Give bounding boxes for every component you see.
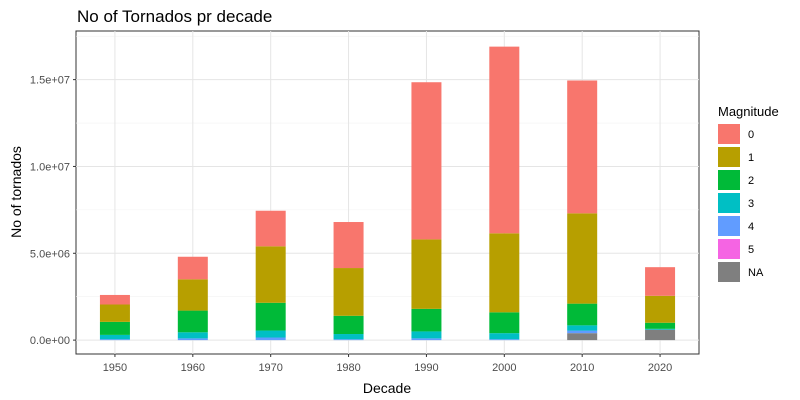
bar-segment-1990-mag-1 — [411, 239, 442, 309]
bar-segment-1960-mag-0 — [177, 256, 208, 280]
legend-title: Magnitude — [718, 104, 779, 119]
legend-key-4 — [718, 216, 740, 236]
legend-label-3: 3 — [748, 198, 754, 210]
bar-segment-2020-mag-3 — [645, 328, 676, 330]
x-tick-label: 1980 — [336, 362, 360, 374]
bar-segment-2000-mag-2 — [489, 312, 520, 334]
bar-segment-2000-mag-4 — [489, 339, 520, 341]
bar-segment-1970-mag-2 — [255, 302, 286, 331]
bar-segment-2000-mag-1 — [489, 233, 520, 313]
bar-segment-1950-mag-3 — [99, 334, 130, 340]
bar-segment-1990-mag-4 — [411, 338, 442, 341]
bar-segment-2010-mag-1 — [567, 213, 598, 304]
bar-segment-2000-mag-3 — [489, 333, 520, 340]
bar-segment-1950-mag-2 — [99, 321, 130, 335]
legend-label-5: 5 — [748, 244, 754, 256]
bar-segment-1990-mag-3 — [411, 331, 442, 339]
bar-segment-1960-mag-2 — [177, 310, 208, 333]
chart-title: No of Tornados pr decade — [77, 7, 272, 26]
legend-label-4: 4 — [748, 221, 754, 233]
bar-segment-2010-mag-NA — [567, 333, 598, 341]
bar-segment-2010-mag-4 — [567, 330, 598, 334]
bar-segment-2020-mag-0 — [645, 267, 676, 296]
x-axis-title: Decade — [363, 380, 411, 396]
bar-segment-2020-mag-NA — [645, 329, 676, 341]
x-tick-label: 1960 — [181, 362, 205, 374]
bar-segment-2010-mag-0 — [567, 80, 598, 214]
legend-label-1: 1 — [748, 152, 754, 164]
x-axis: 1950 1960 1970 1980 1990 2000 2010 2020 — [103, 354, 672, 374]
legend-label-2: 2 — [748, 175, 754, 187]
y-tick-label: 0.0e+00 — [30, 335, 70, 347]
x-tick-label: 2010 — [570, 362, 594, 374]
y-axis: 0.0e+00 5.0e+06 1.0e+07 1.5e+07 — [30, 75, 76, 347]
bar-segment-2010-mag-3 — [567, 325, 598, 331]
bar-segment-1950-mag-4 — [99, 339, 130, 341]
legend-key-3 — [718, 193, 740, 213]
bar-segment-2020-mag-2 — [645, 322, 676, 329]
bar-segment-1980-mag-2 — [333, 315, 364, 335]
bar-segment-1990-mag-2 — [411, 308, 442, 332]
legend-key-2 — [718, 170, 740, 190]
bar-segment-1960-mag-4 — [177, 338, 208, 341]
bars — [99, 46, 676, 341]
bar-segment-1950-mag-0 — [99, 294, 130, 305]
bar-segment-1980-mag-4 — [333, 339, 364, 341]
bar-segment-1970-mag-0 — [255, 210, 286, 247]
x-tick-label: 2000 — [492, 362, 516, 374]
legend-label-0: 0 — [748, 129, 754, 141]
legend-label-NA: NA — [748, 267, 764, 279]
bar-segment-1960-mag-3 — [177, 332, 208, 339]
y-axis-title: No of tornados — [8, 146, 24, 238]
legend: Magnitude 0 1 2 3 4 5 NA — [718, 104, 779, 282]
y-tick-label: 1.5e+07 — [30, 75, 70, 87]
bar-segment-1970-mag-3 — [255, 330, 286, 338]
bar-segment-2000-mag-0 — [489, 46, 520, 234]
bar-segment-1980-mag-1 — [333, 268, 364, 316]
x-tick-label: 1990 — [414, 362, 438, 374]
y-tick-label: 5.0e+06 — [30, 248, 70, 260]
bar-segment-2010-mag-2 — [567, 303, 598, 326]
x-tick-label: 1970 — [258, 362, 282, 374]
legend-key-5 — [718, 239, 740, 259]
legend-key-NA — [718, 262, 740, 282]
x-tick-label: 2020 — [648, 362, 672, 374]
legend-key-1 — [718, 147, 740, 167]
bar-segment-1970-mag-1 — [255, 246, 286, 303]
bar-segment-1980-mag-3 — [333, 334, 364, 340]
bar-segment-1980-mag-0 — [333, 222, 364, 269]
bar-segment-1960-mag-1 — [177, 279, 208, 311]
bar-segment-2020-mag-1 — [645, 295, 676, 323]
bar-segment-1990-mag-0 — [411, 82, 442, 240]
x-tick-label: 1950 — [103, 362, 127, 374]
bar-segment-1970-mag-4 — [255, 337, 286, 341]
legend-key-0 — [718, 124, 740, 144]
bar-segment-1950-mag-1 — [99, 304, 130, 322]
y-tick-label: 1.0e+07 — [30, 161, 70, 173]
